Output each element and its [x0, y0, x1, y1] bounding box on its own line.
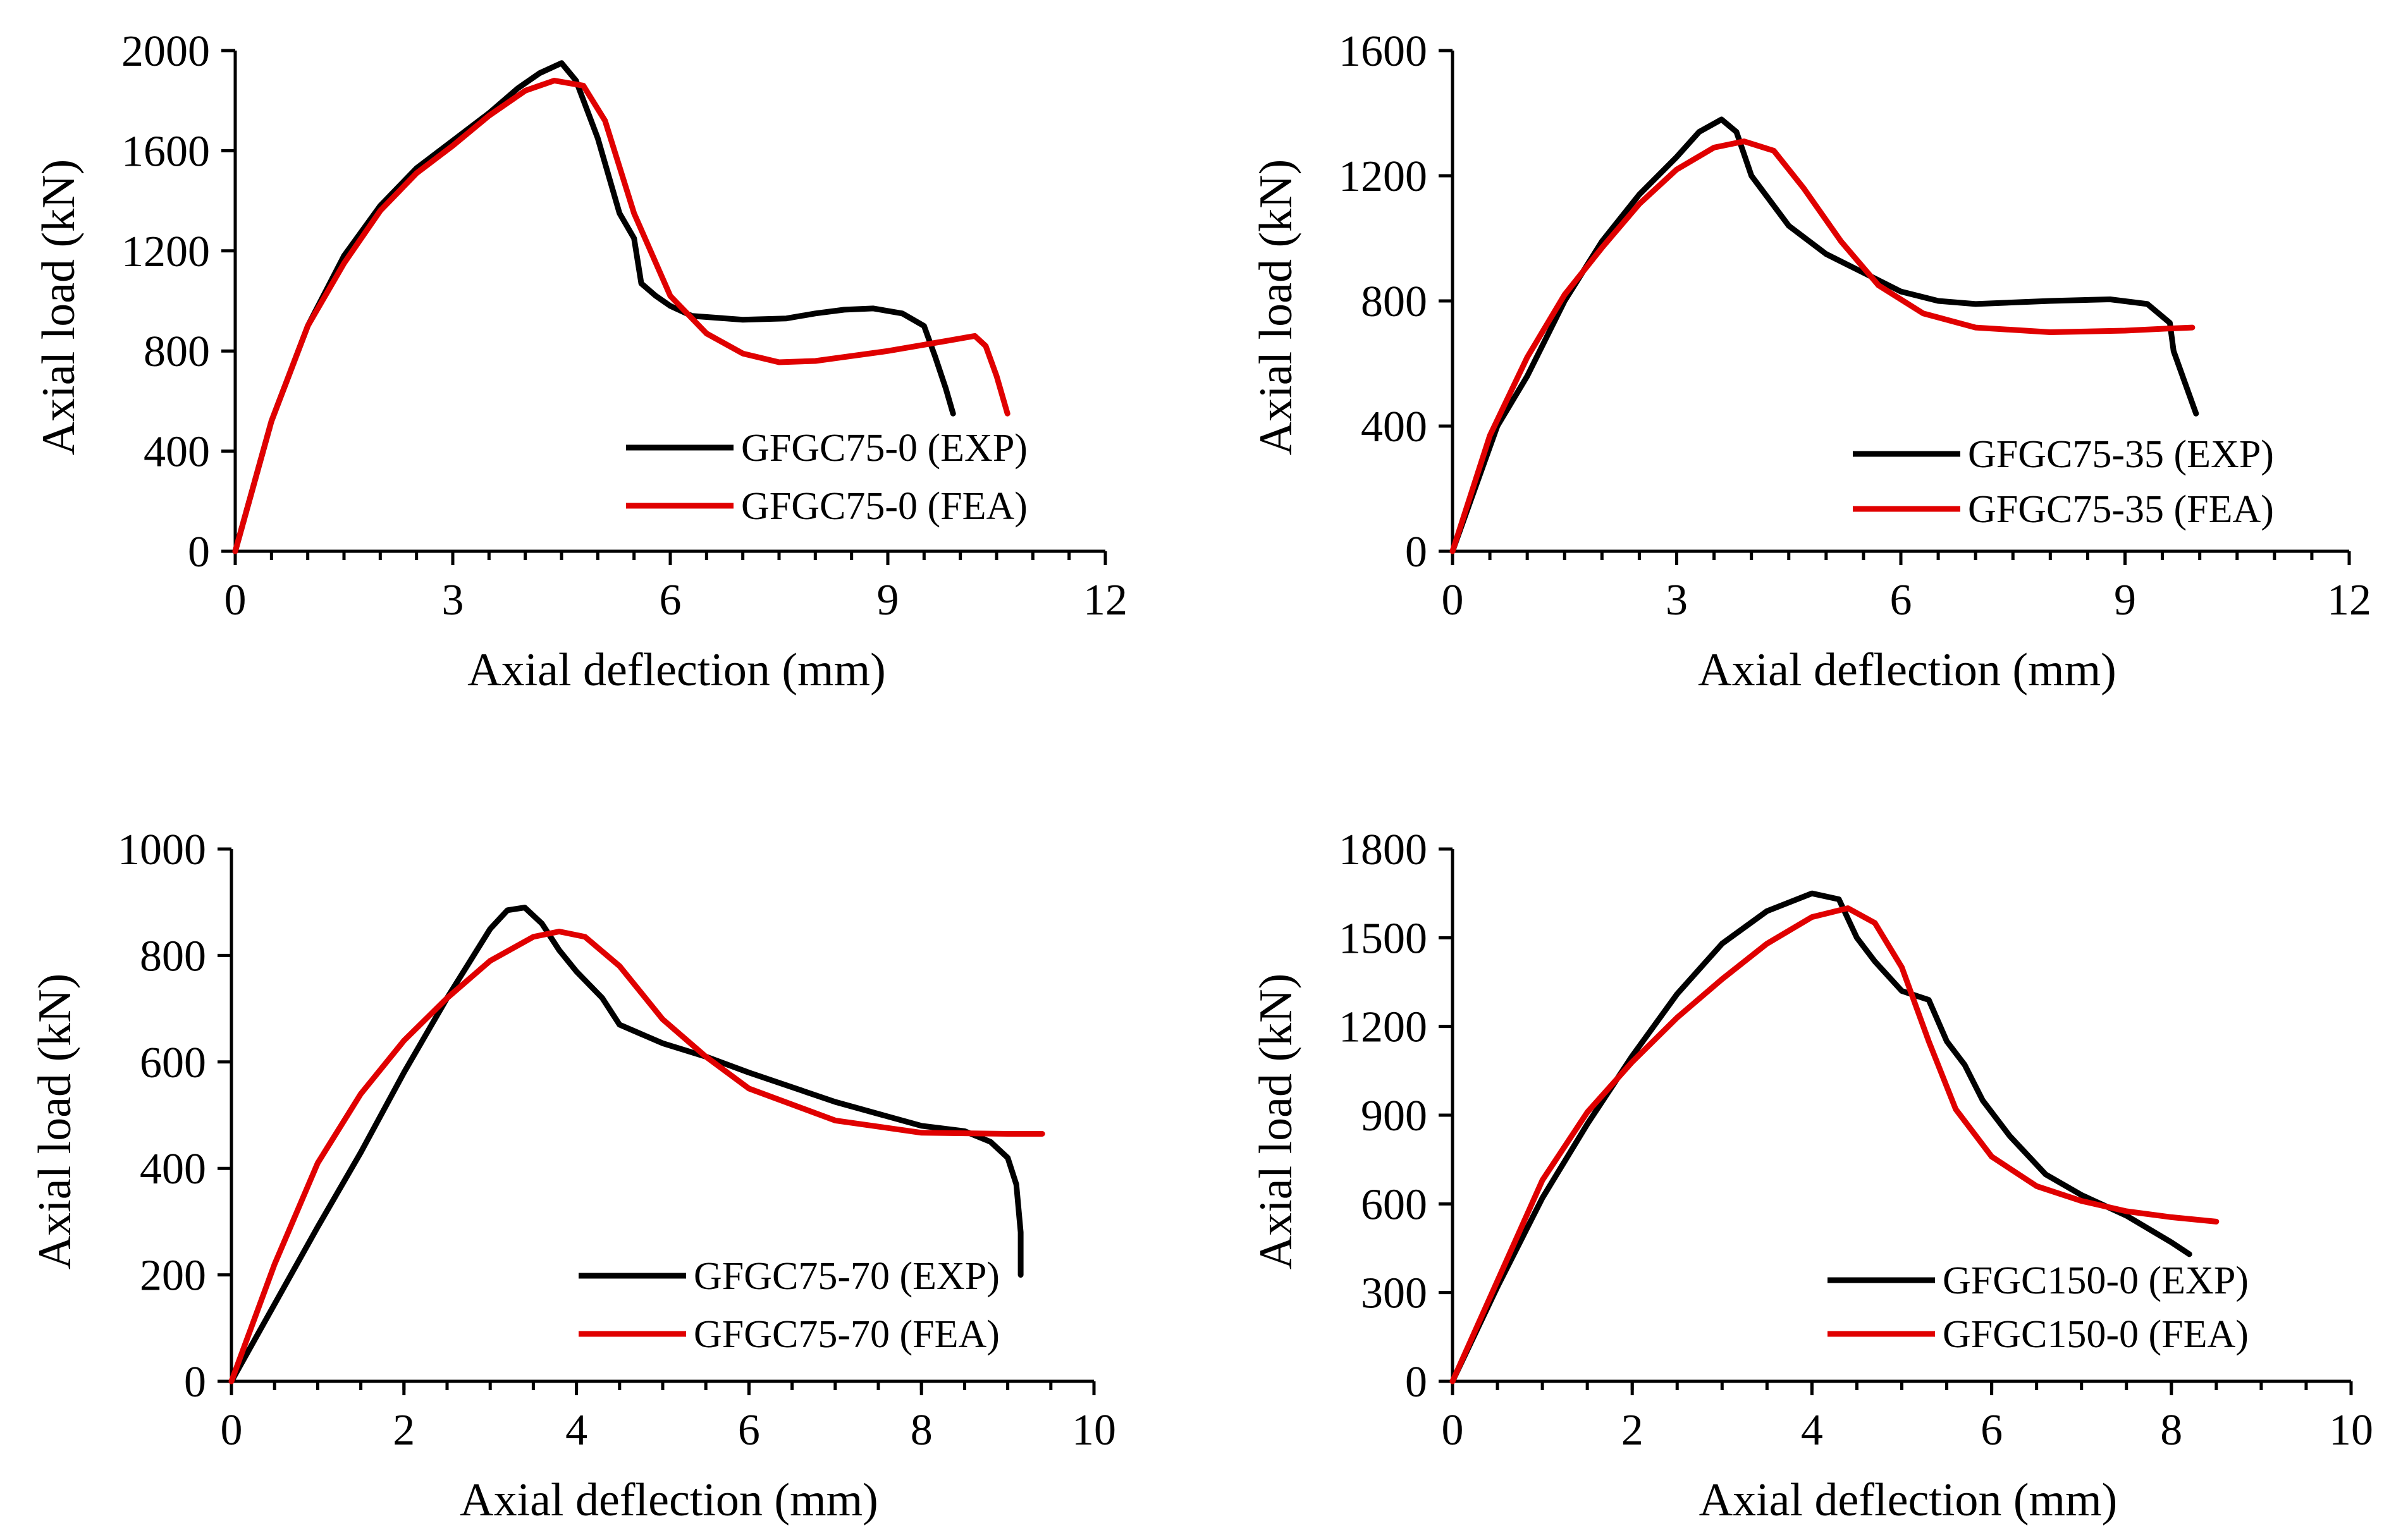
- x-tick-label: 10: [2329, 1406, 2373, 1455]
- legend: GFGC75-35 (EXP) GFGC75-35 (FEA): [1853, 433, 2274, 531]
- series-line-fea: [1449, 138, 2196, 554]
- y-tick-label: 800: [144, 327, 210, 376]
- x-tick-label: 2: [1621, 1406, 1643, 1455]
- x-axis-title: Axial deflection (mm): [460, 1474, 878, 1526]
- chart-b: 0 3 6 9 12 0 400 800 1200 1600 Axial deflection (m…: [1250, 27, 2371, 696]
- x-tick-label: 6: [1890, 576, 1912, 625]
- x-tick-label: 4: [1801, 1406, 1823, 1455]
- x-tick-label: 3: [1666, 576, 1688, 625]
- x-tick-label: 12: [1083, 576, 1127, 625]
- series-line-fea: [232, 78, 1010, 554]
- y-tick-label: 1200: [121, 228, 210, 276]
- x-axis-title: Axial deflection (mm): [467, 644, 886, 696]
- legend-label: GFGC150-0 (EXP): [1943, 1259, 2249, 1302]
- chart-a: 0 3 6 9 12 0 400 800 1200 1600 2000 Axial deflectio…: [33, 27, 1127, 696]
- chart-d: 0 2 4 6 8 10 0 300 600 900 1200 1500 1800 Axial defle…: [1250, 826, 2373, 1526]
- y-tick-label: 900: [1361, 1092, 1427, 1140]
- x-tick-label: 4: [565, 1406, 587, 1455]
- y-tick-label: 1600: [1339, 27, 1427, 76]
- series-line-exp: [228, 905, 1024, 1384]
- x-tick-label: 8: [911, 1406, 933, 1455]
- legend: GFGC75-0 (EXP) GFGC75-0 (FEA): [626, 427, 1028, 528]
- legend-label: GFGC150-0 (FEA): [1943, 1313, 2249, 1356]
- y-tick-label: 1600: [121, 127, 210, 176]
- y-tick-label: 1000: [118, 826, 206, 874]
- x-tick-label: 2: [393, 1406, 415, 1455]
- series-line-fea: [1449, 905, 2220, 1384]
- legend: GFGC150-0 (EXP) GFGC150-0 (FEA): [1828, 1259, 2249, 1356]
- y-tick-label: 600: [1361, 1180, 1427, 1229]
- series-line-exp: [1449, 116, 2199, 554]
- legend: GFGC75-70 (EXP) GFGC75-70 (FEA): [579, 1255, 1000, 1356]
- y-axis-title: Axial load (kN): [29, 974, 81, 1270]
- chart-c: 0 2 4 6 8 10 0 200 400 600 800 1000 Axial deflection…: [29, 826, 1116, 1526]
- y-tick-label: 1500: [1339, 914, 1427, 963]
- y-tick-label: 1200: [1339, 1003, 1427, 1052]
- x-tick-label: 0: [1442, 576, 1464, 625]
- y-tick-label: 0: [1405, 1358, 1427, 1407]
- y-tick-label: 2000: [121, 27, 210, 76]
- y-tick-label: 800: [1361, 278, 1427, 326]
- y-tick-label: 200: [140, 1252, 206, 1300]
- legend-label: GFGC75-0 (EXP): [741, 427, 1028, 470]
- y-tick-label: 400: [140, 1145, 206, 1194]
- legend-label: GFGC75-70 (EXP): [694, 1255, 1000, 1298]
- y-tick-label: 400: [144, 428, 210, 477]
- x-axis-title: Axial deflection (mm): [1699, 1474, 2118, 1526]
- x-tick-label: 9: [877, 576, 899, 625]
- x-tick-label: 6: [1981, 1406, 2003, 1455]
- x-tick-label: 6: [738, 1406, 760, 1455]
- y-tick-label: 0: [188, 528, 210, 577]
- y-tick-label: 300: [1361, 1269, 1427, 1318]
- legend-label: GFGC75-70 (FEA): [694, 1313, 1000, 1356]
- series-line-exp: [232, 60, 956, 554]
- x-tick-label: 6: [660, 576, 682, 625]
- x-tick-label: 3: [442, 576, 464, 625]
- x-tick-label: 0: [224, 576, 247, 625]
- y-tick-label: 400: [1361, 403, 1427, 451]
- y-tick-label: 1800: [1339, 826, 1427, 874]
- x-axis-title: Axial deflection (mm): [1698, 644, 2116, 696]
- y-tick-label: 1200: [1339, 152, 1427, 201]
- x-tick-label: 0: [1442, 1406, 1464, 1455]
- x-tick-label: 10: [1072, 1406, 1116, 1455]
- y-tick-label: 800: [140, 932, 206, 981]
- y-tick-label: 0: [184, 1358, 206, 1407]
- legend-label: GFGC75-35 (FEA): [1968, 488, 2274, 531]
- series-line-fea: [228, 929, 1045, 1384]
- x-tick-label: 12: [2327, 576, 2371, 625]
- y-axis-title: Axial load (kN): [1250, 974, 1302, 1270]
- series-line-exp: [1449, 890, 2192, 1384]
- y-axis-title: Axial load (kN): [1250, 159, 1302, 456]
- x-tick-label: 9: [2114, 576, 2136, 625]
- legend-label: GFGC75-0 (FEA): [741, 485, 1028, 528]
- y-tick-label: 600: [140, 1039, 206, 1087]
- y-axis-title: Axial load (kN): [33, 159, 85, 456]
- y-tick-label: 0: [1405, 528, 1427, 577]
- legend-label: GFGC75-35 (EXP): [1968, 433, 2274, 476]
- x-tick-label: 8: [2160, 1406, 2182, 1455]
- x-tick-label: 0: [221, 1406, 243, 1455]
